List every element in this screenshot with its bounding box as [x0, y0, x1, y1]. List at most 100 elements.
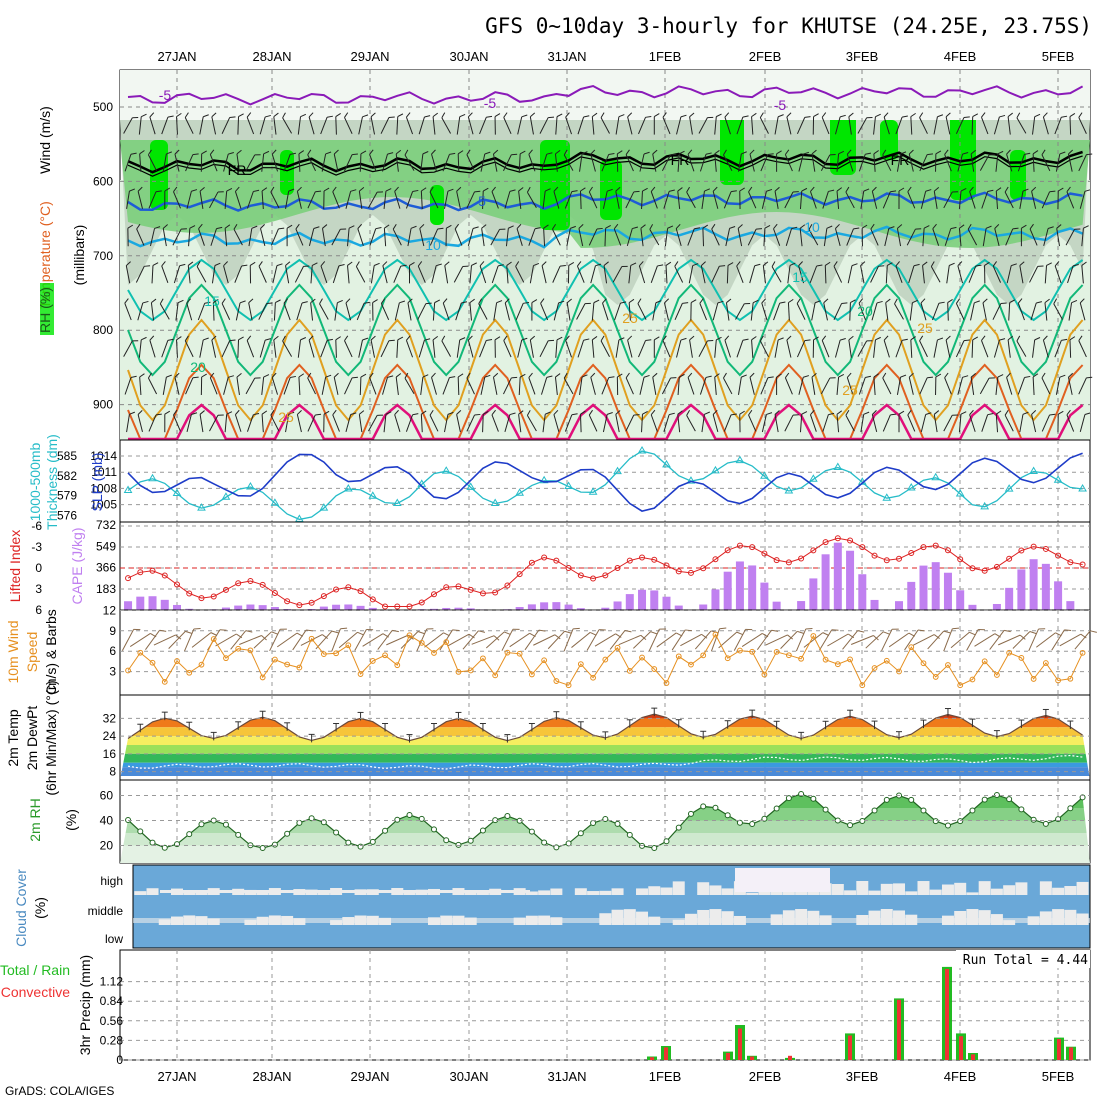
- barb-flag: [1029, 223, 1034, 230]
- barb-flag: [456, 186, 462, 192]
- barb-flag: [650, 409, 656, 416]
- barb-staff: [759, 340, 769, 358]
- barb-flag: [503, 335, 508, 341]
- barb-staff: [344, 377, 353, 395]
- barb: [441, 112, 452, 134]
- barb-flag: [571, 190, 578, 193]
- rh2m-point: [749, 821, 756, 828]
- barb: [540, 298, 549, 321]
- barb-staff: [601, 377, 610, 395]
- barb-staff: [237, 339, 240, 358]
- barb-flag: [270, 186, 275, 193]
- barb-flag: [199, 410, 205, 415]
- thickness-marker: [735, 455, 745, 464]
- surface-barb-flag: [538, 629, 546, 632]
- barb-flag: [590, 149, 596, 155]
- barb-flag: [861, 224, 868, 229]
- surface-barb-flag: [701, 633, 708, 639]
- lifted-index-point: [1067, 559, 1074, 566]
- surface-barb-flag: [969, 631, 976, 636]
- wind-speed-point: [822, 656, 829, 663]
- barb-staff: [539, 117, 549, 134]
- barb-flag: [633, 190, 640, 193]
- barb: [321, 151, 332, 172]
- barb: [834, 338, 846, 358]
- barb-staff: [418, 340, 425, 358]
- cape-bar: [662, 596, 671, 610]
- barb-staff: [186, 302, 193, 321]
- barb: [995, 374, 1004, 396]
- barb-staff: [604, 228, 607, 247]
- barb-staff: [260, 228, 266, 247]
- lifted-index-point: [198, 595, 205, 602]
- surface-barb-staff: [974, 633, 996, 647]
- barb-flag: [422, 374, 429, 378]
- barb: [432, 112, 439, 135]
- barb: [564, 413, 578, 432]
- wind-speed-point: [480, 655, 486, 662]
- barb-staff: [907, 414, 916, 432]
- lifted-index-point: [822, 539, 829, 546]
- barb: [347, 225, 355, 247]
- barb: [271, 149, 279, 172]
- barb-staff: [148, 414, 157, 432]
- surface-barb-staff: [377, 630, 393, 650]
- barb-flag: [139, 150, 145, 155]
- cloud-high-block: [735, 868, 830, 892]
- barb-flag: [784, 372, 790, 379]
- barb-flag: [682, 302, 689, 304]
- barb-staff: [1044, 265, 1048, 284]
- cape-bar: [442, 607, 451, 610]
- cape-bar: [344, 604, 353, 610]
- barb: [396, 336, 404, 358]
- barb-staff: [602, 302, 609, 321]
- barb-flag: [669, 189, 675, 192]
- barb-staff: [663, 302, 670, 321]
- barb-flag: [754, 263, 761, 267]
- lifted-index-point: [259, 581, 266, 588]
- wind-speed-point: [369, 658, 376, 664]
- barb-flag: [332, 409, 337, 416]
- barb-staff: [784, 414, 794, 432]
- cape-bar: [540, 602, 549, 610]
- barb-flag: [235, 409, 240, 415]
- thickness-marker: [392, 498, 402, 507]
- lifted-index-point: [590, 575, 597, 582]
- barb-flag: [154, 226, 161, 229]
- barb: [602, 412, 613, 433]
- surface-barb: [718, 631, 744, 649]
- barb-flag: [972, 336, 979, 341]
- barb-flag: [967, 223, 972, 230]
- barb: [919, 153, 934, 172]
- barb-flag: [662, 112, 667, 118]
- barb-staff: [967, 229, 978, 246]
- barb-flag: [298, 373, 305, 378]
- barb: [836, 187, 843, 210]
- barb: [236, 373, 242, 395]
- barb: [151, 262, 159, 284]
- barb: [1032, 150, 1039, 172]
- barb-staff: [591, 302, 595, 321]
- barb-staff: [506, 265, 509, 284]
- barb: [993, 114, 1006, 135]
- barb-staff: [359, 153, 362, 172]
- rh2m-point: [479, 827, 486, 834]
- surface-barb: [780, 630, 804, 649]
- barb: [297, 337, 307, 358]
- barb-flag: [813, 336, 819, 341]
- barb-staff: [971, 339, 974, 358]
- barb-flag: [239, 300, 246, 304]
- barb-staff: [588, 414, 598, 432]
- barb: [922, 261, 928, 284]
- barb-staff: [173, 191, 181, 209]
- barb: [944, 149, 952, 172]
- surface-barb-flag: [736, 631, 744, 636]
- barb-staff: [259, 340, 266, 358]
- barb-flag: [714, 373, 720, 378]
- barb-flag: [883, 112, 889, 118]
- barb-flag: [1016, 335, 1021, 342]
- barb-flag: [191, 412, 198, 415]
- barb-flag: [600, 112, 605, 118]
- barb-staff: [920, 191, 927, 209]
